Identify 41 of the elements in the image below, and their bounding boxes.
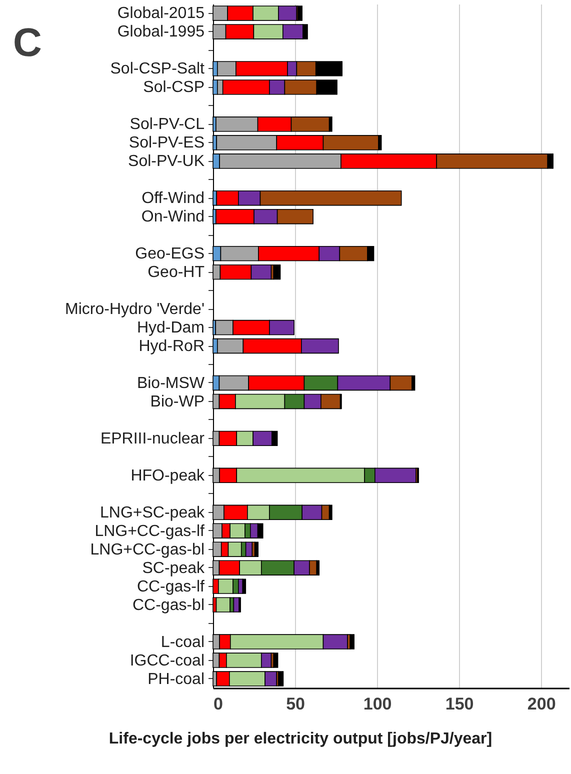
bar — [273, 652, 278, 668]
x-tick-label: 100 — [363, 694, 392, 714]
y-tick-label: L-coal — [160, 634, 204, 651]
x-tick-label: 200 — [527, 694, 556, 714]
y-tick-label: CC-gas-lf — [136, 578, 206, 596]
y-tick-label: Global-1995 — [117, 24, 205, 41]
y-tick-label: On-Wind — [141, 208, 204, 226]
y-tick-label: Hyd-RoR — [138, 338, 204, 355]
y-tick-label: CC-gas-bl — [132, 596, 204, 614]
y-tick-label: Global-2015 — [117, 5, 205, 22]
y-tick-label: LNG+CC-gas-bl — [90, 541, 204, 558]
x-tick-label: 50 — [286, 694, 305, 714]
y-tick-label: Sol-CSP — [143, 79, 204, 96]
bar — [254, 542, 259, 557]
bar — [350, 634, 354, 650]
bar — [273, 264, 281, 280]
y-tick-label: Sol-PV-ES — [128, 134, 204, 152]
y-tick-label: Bio-MSW — [136, 374, 206, 392]
text: C — [13, 21, 42, 65]
y-tick-label: SC-peak — [142, 560, 206, 577]
y-tick-label: EPRIII-nuclear — [100, 430, 206, 448]
y-tick-label: Sol-PV-CL — [130, 116, 205, 134]
y-tick-label: PH-coal — [148, 670, 204, 688]
y-tick-label: LNG+SC-peak — [100, 504, 206, 522]
y-tick-label: Sol-CSP-Salt — [110, 60, 206, 78]
y-tick-label: Sol-PV-UK — [128, 153, 205, 170]
x-axis-title: Life-cycle jobs per electricity output [jobs/PJ/year] — [108, 730, 492, 748]
y-tick-label: LNG+CC-gas-lf — [94, 522, 206, 540]
x-tick-label: 150 — [445, 694, 474, 714]
y-tick-label: Geo-EGS — [135, 246, 204, 263]
bar — [245, 542, 253, 557]
y-tick-label: Bio-WP — [150, 393, 204, 410]
y-tick-label: IGCC-coal — [130, 652, 204, 670]
y-tick-label: Micro-Hydro 'Verde' — [65, 301, 204, 318]
x-tick-label: 0 — [214, 694, 223, 714]
bar — [216, 597, 230, 612]
y-tick-label: Hyd-Dam — [136, 320, 204, 337]
y-tick-label: Geo-HT — [148, 264, 205, 282]
bar — [242, 578, 246, 594]
y-tick-label: HFO-peak — [130, 467, 206, 484]
y-tick-label: Off-Wind — [142, 190, 204, 208]
